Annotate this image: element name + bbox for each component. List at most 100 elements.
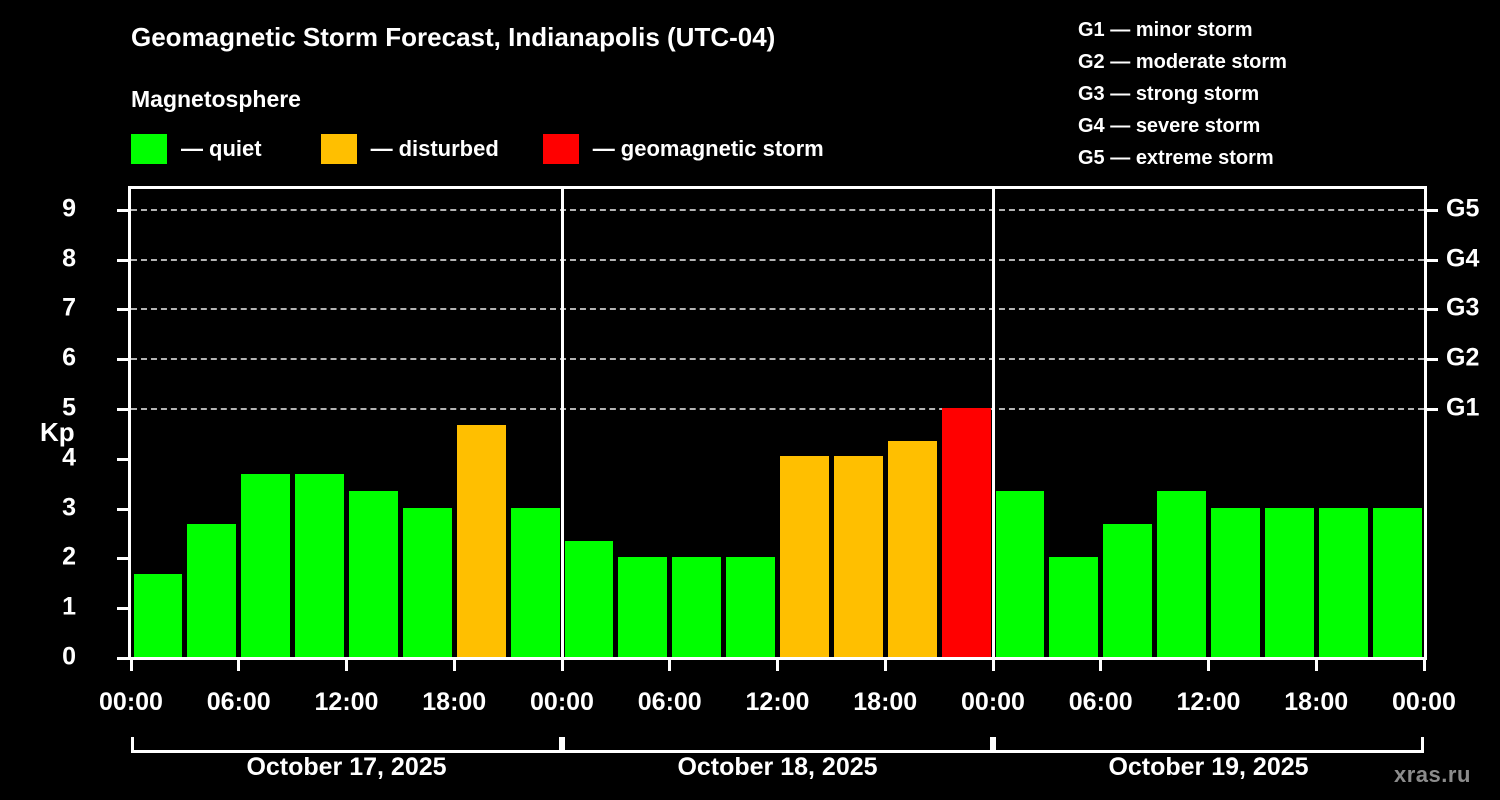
x-tick-label-3: 18:00 <box>422 688 487 716</box>
gscale-dash: — <box>1104 51 1136 73</box>
gscale-code: G2 <box>1078 51 1105 73</box>
gscale-description: strong storm <box>1135 83 1260 105</box>
x-tick-label-4: 00:00 <box>530 688 594 716</box>
x-tick-label-1: 06:00 <box>206 688 271 716</box>
y-tick-mark-3 <box>117 507 128 511</box>
x-tick-label-9: 06:00 <box>1068 688 1133 716</box>
x-tick-label-5: 06:00 <box>637 688 702 716</box>
date-bracket-2 <box>562 737 993 753</box>
y-tick-mark-1 <box>117 607 128 611</box>
bar-kp-15[interactable] <box>941 408 991 657</box>
x-tick-mark-8 <box>991 660 995 671</box>
x-tick-mark-1 <box>237 660 241 671</box>
y-tick-label-2: 2 <box>62 542 76 571</box>
x-tick-mark-4 <box>560 660 564 671</box>
legend-dash: — <box>370 136 393 161</box>
gridline-kp-9 <box>131 208 1424 211</box>
legend-item-quiet[interactable]: — quiet <box>131 133 262 165</box>
gscale-code: G5 <box>1078 147 1105 169</box>
gscale-description: severe storm <box>1135 115 1261 137</box>
bar-kp-20[interactable] <box>1211 507 1260 657</box>
plot-inner <box>131 189 1424 657</box>
bar-kp-16[interactable] <box>995 491 1045 657</box>
bar-kp-4[interactable] <box>349 491 398 657</box>
g-axis-label-G2: G2 <box>1446 343 1480 372</box>
legend-item-geomagnetic-storm[interactable]: — geomagnetic storm <box>542 133 824 165</box>
g-tick-mark-G5 <box>1427 208 1438 212</box>
bar-kp-6[interactable] <box>456 424 506 657</box>
y-tick-label-1: 1 <box>62 592 76 621</box>
x-tick-mark-12 <box>1422 660 1426 671</box>
x-tick-mark-7 <box>883 660 887 671</box>
date-label-3: October 19, 2025 <box>1108 753 1309 781</box>
g-axis-label-G5: G5 <box>1446 194 1480 223</box>
gridline-kp-7 <box>131 308 1424 311</box>
y-tick-label-9: 9 <box>62 194 76 223</box>
gscale-code: G1 <box>1078 19 1105 41</box>
y-tick-label-8: 8 <box>62 244 76 273</box>
g-axis-label-G3: G3 <box>1446 293 1480 322</box>
x-tick-label-7: 18:00 <box>853 688 918 716</box>
bar-kp-17[interactable] <box>1049 557 1099 657</box>
y-tick-label-6: 6 <box>62 343 76 372</box>
y-tick-label-0: 0 <box>62 642 76 671</box>
bar-kp-1[interactable] <box>187 524 237 657</box>
x-tick-mark-2 <box>345 660 348 671</box>
bar-kp-22[interactable] <box>1318 507 1368 657</box>
bar-kp-7[interactable] <box>510 507 560 657</box>
x-tick-label-11: 18:00 <box>1284 688 1349 716</box>
bar-kp-0[interactable] <box>133 573 183 657</box>
bar-kp-5[interactable] <box>402 507 452 657</box>
gscale-dash: — <box>1104 115 1136 137</box>
legend-item-label: geomagnetic storm <box>620 136 824 161</box>
y-tick-mark-7 <box>117 308 128 312</box>
y-tick-mark-6 <box>117 358 128 362</box>
bar-kp-23[interactable] <box>1372 507 1422 657</box>
legend-swatch-disturbed <box>320 134 357 164</box>
x-tick-mark-0 <box>129 660 133 671</box>
y-tick-mark-0 <box>117 657 128 660</box>
g-axis-label-G1: G1 <box>1446 393 1480 422</box>
gscale-dash: — <box>1104 19 1136 41</box>
bar-kp-19[interactable] <box>1157 491 1206 657</box>
legend-dash: — <box>592 136 615 161</box>
date-bracket-1 <box>131 737 562 753</box>
bar-kp-8[interactable] <box>564 541 614 657</box>
x-tick-label-10: 12:00 <box>1176 688 1241 716</box>
bar-kp-18[interactable] <box>1103 524 1153 657</box>
date-bracket-3 <box>993 737 1424 753</box>
g-tick-mark-G3 <box>1427 308 1438 312</box>
date-label-1: October 17, 2025 <box>246 753 447 781</box>
bar-kp-12[interactable] <box>780 456 829 657</box>
watermark: xras.ru <box>1394 762 1471 787</box>
gridline-kp-5 <box>131 408 1424 411</box>
y-axis-title: Kp <box>40 417 75 447</box>
x-tick-label-6: 12:00 <box>745 688 810 716</box>
bar-kp-2[interactable] <box>241 474 291 657</box>
bar-kp-9[interactable] <box>618 557 668 657</box>
plot-area <box>128 186 1427 660</box>
gscale-code: G4 <box>1078 115 1105 137</box>
gscale-description: moderate storm <box>1135 51 1287 73</box>
bar-kp-21[interactable] <box>1264 507 1314 657</box>
legend-item-label: disturbed <box>398 136 499 161</box>
legend-heading: Magnetosphere <box>131 86 301 112</box>
legend: — quiet — disturbed — geomagnetic storm <box>131 133 824 165</box>
bar-kp-14[interactable] <box>887 441 937 657</box>
legend-item-disturbed[interactable]: — disturbed <box>320 133 499 165</box>
bar-kp-10[interactable] <box>672 557 722 657</box>
day-separator-2 <box>991 189 995 657</box>
gscale-key-row-G1: G1 — minor storm <box>1078 14 1287 46</box>
gridline-kp-8 <box>131 258 1424 261</box>
y-tick-label-4: 4 <box>62 443 76 472</box>
bar-kp-13[interactable] <box>833 456 883 657</box>
gscale-key-row-G5: G5 — extreme storm <box>1078 142 1287 174</box>
x-tick-mark-6 <box>776 660 779 671</box>
bar-kp-3[interactable] <box>295 474 344 657</box>
y-tick-mark-9 <box>117 208 128 212</box>
bar-kp-11[interactable] <box>726 557 775 657</box>
gscale-description: minor storm <box>1135 19 1253 41</box>
gscale-key-row-G4: G4 — severe storm <box>1078 110 1287 142</box>
bars-layer <box>131 189 1424 657</box>
legend-item-label: quiet <box>209 136 262 161</box>
